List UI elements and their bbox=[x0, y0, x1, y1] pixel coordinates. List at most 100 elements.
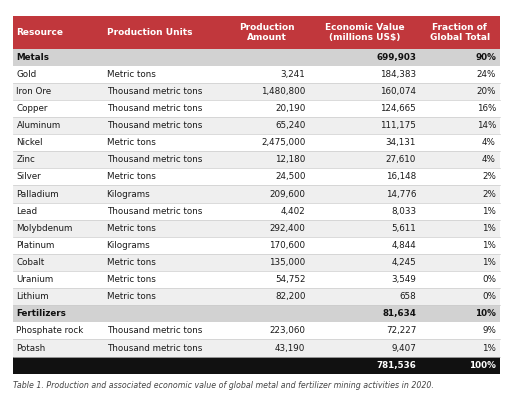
Text: 14%: 14% bbox=[476, 121, 496, 130]
Text: Metric tons: Metric tons bbox=[107, 258, 156, 267]
Text: 0%: 0% bbox=[482, 275, 496, 284]
Text: 1%: 1% bbox=[482, 258, 496, 267]
Text: Metals: Metals bbox=[16, 53, 49, 62]
Bar bbox=[13, 237, 500, 254]
Text: 4,844: 4,844 bbox=[391, 241, 416, 250]
Text: 170,600: 170,600 bbox=[269, 241, 305, 250]
Text: 111,175: 111,175 bbox=[380, 121, 416, 130]
Text: 72,227: 72,227 bbox=[386, 326, 416, 336]
Text: Economic Value
(millions US$): Economic Value (millions US$) bbox=[324, 23, 404, 42]
Bar bbox=[13, 203, 500, 220]
Text: 1%: 1% bbox=[482, 224, 496, 233]
Text: Fraction of
Global Total: Fraction of Global Total bbox=[430, 23, 490, 42]
Text: Thousand metric tons: Thousand metric tons bbox=[107, 87, 202, 96]
Bar bbox=[13, 322, 500, 339]
Bar bbox=[13, 168, 500, 185]
Text: Molybdenum: Molybdenum bbox=[16, 224, 73, 233]
Bar bbox=[13, 339, 500, 357]
Text: Gold: Gold bbox=[16, 70, 37, 79]
Text: 2%: 2% bbox=[482, 189, 496, 199]
Text: 24%: 24% bbox=[476, 70, 496, 79]
Text: 4%: 4% bbox=[482, 155, 496, 164]
Bar bbox=[13, 134, 500, 151]
Text: 124,665: 124,665 bbox=[381, 104, 416, 113]
Bar bbox=[13, 49, 500, 66]
Text: 8,033: 8,033 bbox=[391, 207, 416, 216]
Text: Production
Amount: Production Amount bbox=[238, 23, 295, 42]
Text: 223,060: 223,060 bbox=[269, 326, 305, 336]
Text: Platinum: Platinum bbox=[16, 241, 55, 250]
Bar bbox=[13, 305, 500, 322]
Bar bbox=[13, 16, 500, 49]
Text: 4,245: 4,245 bbox=[391, 258, 416, 267]
Bar bbox=[13, 100, 500, 117]
Text: Silver: Silver bbox=[16, 172, 41, 181]
Text: Kilograms: Kilograms bbox=[107, 189, 150, 199]
Text: Metric tons: Metric tons bbox=[107, 138, 156, 147]
Text: 4%: 4% bbox=[482, 138, 496, 147]
Text: Thousand metric tons: Thousand metric tons bbox=[107, 121, 202, 130]
Bar bbox=[13, 357, 500, 374]
Text: Table 1. Production and associated economic value of global metal and fertilizer: Table 1. Production and associated econo… bbox=[13, 381, 434, 390]
Text: 184,383: 184,383 bbox=[380, 70, 416, 79]
Text: Cobalt: Cobalt bbox=[16, 258, 45, 267]
Text: Lithium: Lithium bbox=[16, 292, 49, 301]
Text: 4,402: 4,402 bbox=[281, 207, 305, 216]
Text: Potash: Potash bbox=[16, 343, 46, 353]
Text: Iron Ore: Iron Ore bbox=[16, 87, 52, 96]
Text: Metric tons: Metric tons bbox=[107, 224, 156, 233]
Text: Fertilizers: Fertilizers bbox=[16, 309, 66, 318]
Text: 82,200: 82,200 bbox=[275, 292, 305, 301]
Bar bbox=[13, 185, 500, 203]
Text: 292,400: 292,400 bbox=[269, 224, 305, 233]
Text: 135,000: 135,000 bbox=[269, 258, 305, 267]
Text: 1,480,800: 1,480,800 bbox=[261, 87, 305, 96]
Text: Thousand metric tons: Thousand metric tons bbox=[107, 326, 202, 336]
Bar bbox=[13, 83, 500, 100]
Text: 9,407: 9,407 bbox=[391, 343, 416, 353]
Text: Thousand metric tons: Thousand metric tons bbox=[107, 343, 202, 353]
Text: Zinc: Zinc bbox=[16, 155, 36, 164]
Text: Thousand metric tons: Thousand metric tons bbox=[107, 207, 202, 216]
Bar bbox=[13, 254, 500, 271]
Text: 43,190: 43,190 bbox=[275, 343, 305, 353]
Text: 27,610: 27,610 bbox=[386, 155, 416, 164]
Bar bbox=[13, 151, 500, 168]
Text: 20%: 20% bbox=[476, 87, 496, 96]
Text: Uranium: Uranium bbox=[16, 275, 54, 284]
Text: 2,475,000: 2,475,000 bbox=[261, 138, 305, 147]
Text: 1%: 1% bbox=[482, 343, 496, 353]
Text: 12,180: 12,180 bbox=[275, 155, 305, 164]
Text: Aluminum: Aluminum bbox=[16, 121, 61, 130]
Text: Metric tons: Metric tons bbox=[107, 292, 156, 301]
Text: Metric tons: Metric tons bbox=[107, 172, 156, 181]
Bar bbox=[13, 271, 500, 288]
Text: 16%: 16% bbox=[476, 104, 496, 113]
Text: 2%: 2% bbox=[482, 172, 496, 181]
Text: 54,752: 54,752 bbox=[275, 275, 305, 284]
Text: 10%: 10% bbox=[475, 309, 496, 318]
Bar bbox=[13, 117, 500, 134]
Text: 100%: 100% bbox=[469, 361, 496, 370]
Text: 699,903: 699,903 bbox=[376, 53, 416, 62]
Text: Production Units: Production Units bbox=[107, 28, 192, 37]
Text: Phosphate rock: Phosphate rock bbox=[16, 326, 84, 336]
Text: Resource: Resource bbox=[16, 28, 63, 37]
Text: Lead: Lead bbox=[16, 207, 38, 216]
Text: 16,148: 16,148 bbox=[386, 172, 416, 181]
Text: Kilograms: Kilograms bbox=[107, 241, 150, 250]
Text: Palladium: Palladium bbox=[16, 189, 59, 199]
Text: 3,549: 3,549 bbox=[391, 275, 416, 284]
Bar bbox=[13, 220, 500, 237]
Text: 81,634: 81,634 bbox=[382, 309, 416, 318]
Text: 3,241: 3,241 bbox=[281, 70, 305, 79]
Text: 34,131: 34,131 bbox=[386, 138, 416, 147]
Text: 20,190: 20,190 bbox=[275, 104, 305, 113]
Text: Copper: Copper bbox=[16, 104, 48, 113]
Bar bbox=[13, 66, 500, 83]
Text: 781,536: 781,536 bbox=[376, 361, 416, 370]
Text: 90%: 90% bbox=[475, 53, 496, 62]
Text: 1%: 1% bbox=[482, 207, 496, 216]
Text: 5,611: 5,611 bbox=[391, 224, 416, 233]
Text: 24,500: 24,500 bbox=[275, 172, 305, 181]
